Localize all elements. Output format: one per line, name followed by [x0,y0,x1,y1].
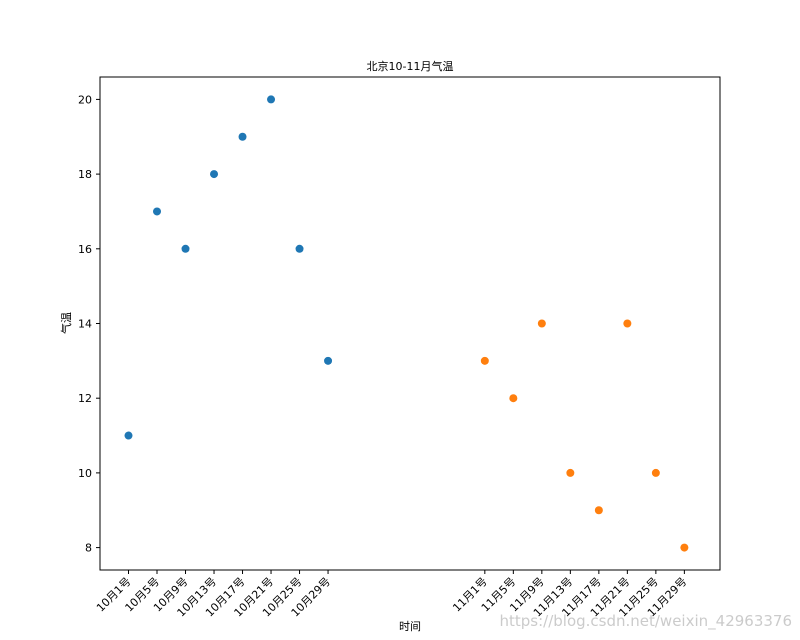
data-point-series-2 [480,356,489,365]
data-point-series-1 [324,356,333,365]
data-point-series-1 [295,244,304,253]
data-point-series-2 [651,468,660,477]
x-axis-label: 时间 [399,620,421,633]
chart-title: 北京10-11月气温 [367,59,454,73]
data-point-series-2 [509,394,518,403]
y-tick-label: 8 [85,542,92,555]
data-point-series-2 [680,543,689,552]
data-points [124,95,689,552]
data-point-series-1 [181,244,190,253]
data-point-series-2 [566,468,575,477]
data-point-series-1 [153,207,162,216]
y-tick-label: 18 [78,168,92,181]
y-tick-label: 14 [78,318,92,331]
data-point-series-1 [210,170,219,179]
y-axis-label: 气温 [59,312,73,334]
y-tick-label: 20 [78,93,92,106]
data-point-series-1 [124,431,133,440]
data-point-series-1 [267,95,276,104]
data-point-series-1 [238,132,247,141]
y-tick-label: 10 [78,467,92,480]
watermark: https://blog.csdn.net/weixin_42963376 [499,612,792,630]
y-tick-label: 16 [78,243,92,256]
data-point-series-2 [537,319,546,328]
y-tick-label: 12 [78,392,92,405]
data-point-series-2 [594,506,603,515]
y-axis: 8 10 12 14 16 18 20 [78,93,100,555]
data-point-series-2 [623,319,632,328]
